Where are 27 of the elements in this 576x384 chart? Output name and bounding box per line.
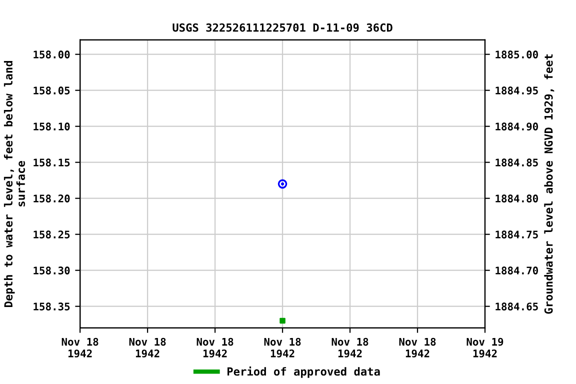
x-tick-label: Nov 18 1942 (62, 338, 98, 358)
y-axis-title: Depth to water level, feet below land surface (4, 60, 26, 307)
x-tick-label: Nov 18 1942 (196, 338, 234, 358)
legend-label: Period of approved data (228, 366, 380, 378)
y-tick-label: 158.25 (34, 230, 70, 238)
y-tick-label: 158.05 (34, 86, 70, 94)
y-tick-label: 158.10 (34, 122, 70, 130)
y-tick-label: 158.15 (34, 158, 70, 166)
y2-tick-label: 1884.85 (496, 158, 538, 166)
y-tick-label: 158.00 (34, 50, 70, 58)
y2-tick-label: 1884.65 (496, 302, 538, 310)
y-tick-label: 158.30 (34, 266, 70, 274)
y2-tick-label: 1885.00 (496, 50, 538, 58)
x-tick-label: Nov 18 1942 (399, 338, 436, 358)
x-tick-label: Nov 18 1942 (332, 338, 368, 358)
y-tick-label: 158.20 (34, 194, 70, 202)
y2-tick-label: 1884.90 (496, 122, 538, 130)
x-tick-label: Nov 18 1942 (264, 338, 301, 358)
x-tick-label: Nov 19 1942 (466, 338, 504, 358)
chart-title: USGS 322526111225701 D-11-09 36CD (172, 23, 392, 32)
y2-axis-title: Groundwater level above NGVD 1929, feet (544, 54, 554, 314)
y2-tick-label: 1884.80 (496, 194, 538, 202)
x-tick-label: Nov 18 1942 (129, 338, 166, 358)
y-tick-label: 158.35 (34, 302, 70, 310)
y2-tick-label: 1884.75 (496, 230, 538, 238)
y2-tick-label: 1884.95 (496, 86, 538, 94)
y2-tick-label: 1884.70 (496, 266, 538, 274)
